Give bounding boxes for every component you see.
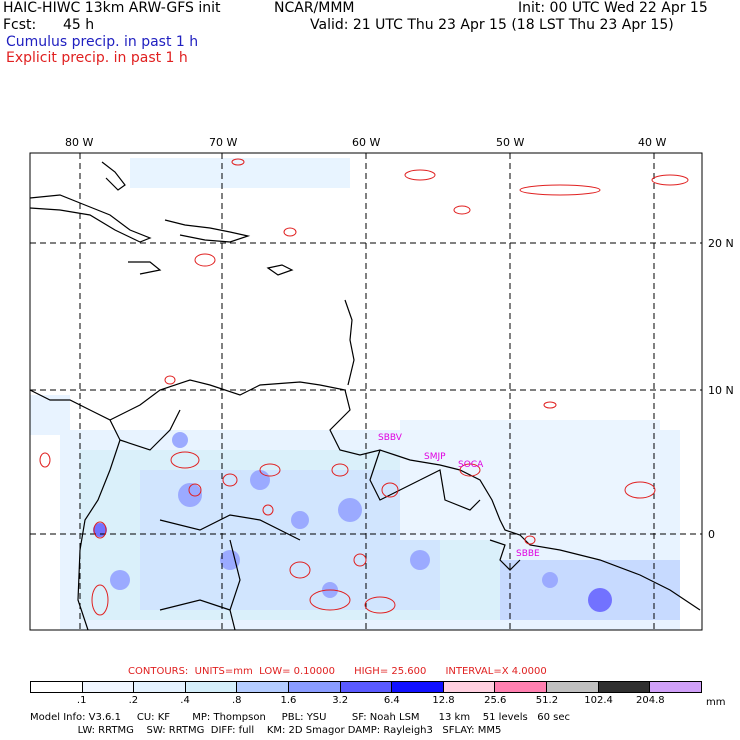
station-label: SBBE — [516, 549, 540, 559]
lat-label: 20 N — [708, 237, 734, 250]
color-scale-label: 12.8 — [432, 695, 455, 706]
color-scale-swatch — [547, 682, 599, 692]
lon-label: 60 W — [352, 136, 380, 149]
lon-label: 70 W — [209, 136, 237, 149]
color-scale-swatch — [392, 682, 444, 692]
color-scale-swatch — [495, 682, 548, 692]
model-info-line2: LW: RRTMG SW: RRTMG DIFF: full KM: 2D Sm… — [30, 725, 502, 736]
station-label: SOCA — [458, 460, 484, 470]
field-explicit-label: Explicit precip. in past 1 h — [6, 50, 188, 66]
valid-time: Valid: 21 UTC Thu 23 Apr 15 (18 LST Thu … — [310, 17, 674, 33]
color-scale-label: 204.8 — [635, 695, 665, 706]
color-scale-swatch — [237, 682, 290, 692]
color-scale-label: 6.4 — [383, 695, 400, 706]
lat-label: 10 N — [708, 384, 734, 397]
contours-info: CONTOURS: UNITS=mm LOW= 0.10000 HIGH= 25… — [128, 666, 547, 677]
color-scale-swatch — [289, 682, 341, 692]
coastlines — [29, 161, 701, 631]
contours-high: HIGH= 25.600 — [354, 666, 427, 677]
lat-label: 0 — [708, 528, 715, 541]
color-scale-swatch — [598, 682, 651, 692]
lat-lon-grid — [30, 153, 702, 630]
organization: NCAR/MMM — [274, 0, 355, 16]
color-scale-units: mm — [706, 697, 726, 708]
color-scale-label: 1.6 — [280, 695, 297, 706]
color-scale-swatch — [82, 682, 135, 692]
color-scale-label: 102.4 — [584, 695, 613, 706]
model-title: HAIC-HIWC 13km ARW-GFS init — [3, 0, 221, 16]
contours-low: LOW= 0.10000 — [259, 666, 335, 677]
lon-label: 80 W — [65, 136, 93, 149]
color-scale-swatch — [31, 682, 83, 692]
field-cumulus-label: Cumulus precip. in past 1 h — [6, 34, 199, 50]
color-scale-label: .1 — [76, 695, 87, 706]
color-scale-swatch — [134, 682, 186, 692]
model-info-line1: Model Info: V3.6.1 CU: KF MP: Thompson P… — [30, 712, 570, 723]
color-scale-swatch — [340, 682, 393, 692]
init-time: Init: 00 UTC Wed 22 Apr 15 — [518, 0, 708, 16]
lon-label: 50 W — [496, 136, 524, 149]
color-scale-bar — [30, 681, 702, 693]
contours-label: CONTOURS: — [128, 666, 189, 677]
station-label: SMJP — [424, 452, 446, 462]
contours-units: UNITS=mm — [194, 666, 253, 677]
color-scale-label: 3.2 — [332, 695, 349, 706]
contours-interval: INTERVAL=X 4.0000 — [445, 666, 547, 677]
color-scale-label: 51.2 — [535, 695, 559, 706]
forecast-hour: 45 h — [63, 17, 95, 33]
forecast-label: Fcst: — [3, 17, 37, 33]
cumulus-precip-shading — [30, 158, 680, 630]
color-scale-swatch — [185, 682, 238, 692]
color-scale-label: 25.6 — [484, 695, 507, 706]
station-label: SBBV — [378, 433, 403, 443]
color-scale-label: .2 — [128, 695, 139, 706]
color-scale-label: .8 — [231, 695, 242, 706]
color-scale-label: .4 — [180, 695, 190, 706]
explicit-precip-contours — [39, 158, 689, 616]
lon-label: 40 W — [638, 136, 666, 149]
color-scale-swatch — [650, 682, 701, 692]
color-scale-swatch — [443, 682, 496, 692]
